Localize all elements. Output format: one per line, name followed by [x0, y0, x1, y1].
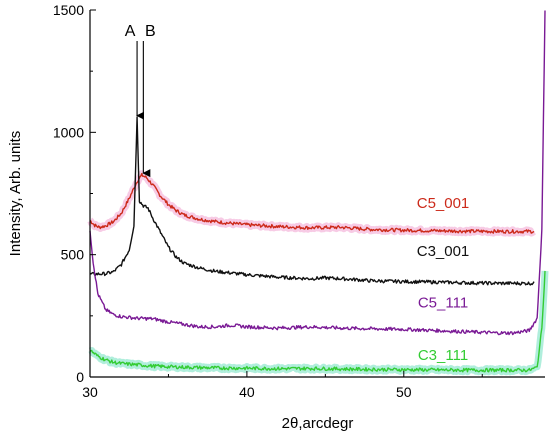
series-line-c3-001 — [89, 116, 535, 286]
series-label-c5-111: C5_111 — [418, 294, 468, 311]
annotation-label-a: A — [125, 23, 136, 40]
y-tick-label: 1500 — [53, 2, 84, 18]
series-line-c5-111 — [89, 10, 546, 336]
series-label-c3-111: C3_111 — [418, 347, 468, 364]
annotation-label-b: B — [145, 23, 156, 40]
y-tick-label: 0 — [76, 369, 84, 385]
series-halo-c3-111 — [87, 270, 549, 376]
series-label-c3-001: C3_001 — [417, 243, 470, 260]
series-layer — [87, 10, 549, 376]
x-axis-title: 2θ,arcdegr — [282, 415, 354, 432]
y-tick-label: 1000 — [53, 124, 84, 140]
y-axis-title: Intensity, Arb. units — [7, 131, 24, 257]
axes-layer: 0 500 1000 1500 30 40 50 — [53, 2, 545, 400]
x-tick-label: 30 — [82, 384, 98, 400]
series-label-c5-001: C5_001 — [417, 195, 470, 212]
series-line-c3-111 — [89, 270, 546, 373]
y-tick-label: 500 — [61, 247, 85, 263]
x-tick-label: 50 — [396, 384, 412, 400]
labels-layer: C5_001 C3_001 C5_111 C3_111 A B — [125, 23, 470, 364]
series-line-c5-001 — [89, 172, 535, 234]
x-tick-label: 40 — [239, 384, 255, 400]
